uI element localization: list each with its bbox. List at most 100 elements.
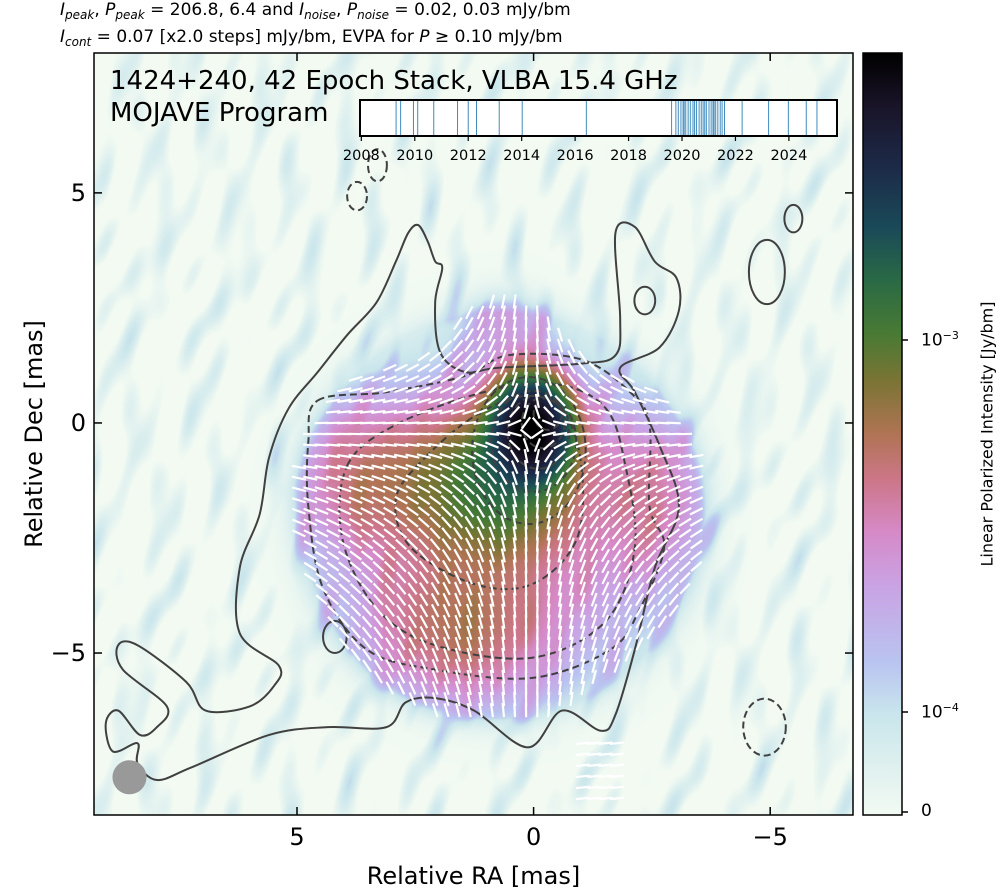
evpa-vector [394, 495, 408, 505]
evpa-vector [417, 495, 431, 506]
evpa-vector [590, 559, 599, 574]
evpa-vector [623, 570, 633, 585]
evpa-vector [451, 473, 465, 484]
evpa-vector [350, 615, 362, 628]
evpa-vector [623, 592, 633, 607]
evpa-vector [557, 327, 564, 342]
evpa-vector [419, 625, 429, 640]
evpa-vector [666, 409, 681, 414]
evpa-vector [621, 374, 635, 384]
evpa-vector [441, 548, 452, 563]
evpa-vector [602, 625, 609, 640]
evpa-vector [303, 561, 317, 572]
evpa-vector [385, 670, 395, 684]
evpa-vector [598, 462, 613, 472]
evpa-vector [429, 527, 441, 540]
evpa-vector [498, 460, 509, 474]
evpa-vector [428, 374, 442, 384]
evpa-vector [396, 659, 406, 673]
evpa-vector [337, 387, 352, 393]
evpa-vector [509, 405, 521, 418]
evpa-vector [541, 431, 556, 437]
evpa-vector [609, 397, 624, 405]
evpa-vector [657, 615, 668, 629]
evpa-vector [500, 559, 506, 574]
evpa-vector [567, 338, 576, 353]
evpa-vector [362, 659, 372, 673]
evpa-vector [477, 625, 484, 640]
evpa-vector [557, 559, 563, 574]
evpa-vector [419, 614, 429, 629]
evpa-vector [405, 453, 420, 459]
evpa-vector [545, 482, 552, 497]
evpa-vector [668, 604, 679, 617]
evpa-vector [535, 459, 540, 475]
evpa-vector [645, 549, 657, 562]
evpa-vector [314, 496, 329, 504]
evpa-vector [599, 473, 613, 484]
evpa-vector [429, 538, 441, 551]
evpa-vector [590, 570, 598, 585]
evpa-vector [349, 539, 363, 550]
evpa-vector [677, 443, 693, 447]
evpa-vector [337, 475, 352, 482]
evpa-vector [407, 615, 418, 629]
evpa-vector [371, 453, 386, 459]
colorbar-tick-label: 10−3 [921, 329, 959, 351]
evpa-vector [634, 549, 645, 562]
evpa-vector [586, 774, 602, 779]
evpa-vector [452, 505, 464, 518]
evpa-vector [500, 537, 507, 552]
evpa-vector [371, 398, 386, 404]
evpa-vector [314, 507, 329, 515]
evpa-vector [326, 583, 340, 594]
evpa-vector [564, 451, 578, 461]
evpa-vector [542, 439, 555, 451]
contour-line [783, 203, 804, 234]
evpa-vector [501, 603, 506, 618]
evpa-vector [417, 516, 430, 528]
evpa-vector [598, 409, 613, 415]
evpa-vector [609, 463, 624, 472]
evpa-vector [575, 774, 590, 779]
timeline-year-label: 2018 [610, 148, 648, 164]
evpa-vector [624, 614, 633, 629]
evpa-vector [484, 420, 500, 426]
evpa-vector [632, 484, 647, 494]
evpa-vector [576, 396, 590, 406]
evpa-vector [463, 373, 476, 385]
evpa-vector [443, 647, 451, 662]
evpa-vector [442, 614, 451, 629]
evpa-vector [396, 604, 407, 618]
evpa-vector [477, 570, 484, 585]
evpa-vector [396, 626, 406, 640]
evpa-vector [382, 474, 397, 482]
evpa-vector [314, 475, 329, 481]
evpa-vector [303, 529, 318, 538]
x-tick-label: 0 [525, 823, 542, 851]
evpa-vector [315, 594, 328, 606]
x-tick-label: 5 [289, 823, 305, 851]
evpa-vector [371, 528, 385, 539]
evpa-vector [558, 647, 563, 663]
evpa-vector [359, 464, 375, 470]
evpa-vector [657, 604, 668, 618]
evpa-vector [568, 537, 575, 552]
evpa-vector [465, 559, 474, 574]
evpa-vector [601, 570, 610, 585]
evpa-vector [679, 560, 691, 573]
evpa-vector [393, 453, 409, 459]
evpa-vector [360, 517, 374, 527]
evpa-vector [359, 375, 375, 382]
evpa-vector [314, 550, 329, 561]
evpa-vector [668, 571, 680, 584]
evpa-vector [568, 581, 575, 596]
evpa-vector [303, 540, 318, 549]
evpa-vector [512, 570, 517, 585]
evpa-vector [418, 560, 429, 573]
evpa-vector [646, 593, 656, 607]
evpa-vector [385, 681, 395, 695]
evpa-vector [621, 409, 636, 415]
evpa-vector [382, 443, 397, 447]
evpa-vector [383, 549, 396, 562]
